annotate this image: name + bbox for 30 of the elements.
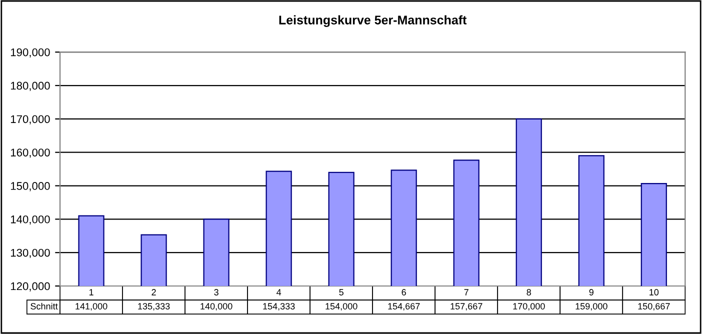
data-label: 154,000 — [326, 303, 358, 311]
y-tick-label: 150,000 — [10, 182, 50, 192]
data-label: 140,000 — [200, 303, 232, 311]
x-tick-label: 1 — [89, 289, 94, 296]
data-label: 154,667 — [388, 303, 420, 311]
y-tick-label: 120,000 — [10, 282, 50, 292]
data-label: 135,333 — [138, 303, 170, 311]
y-tick-label: 180,000 — [10, 82, 50, 91]
x-tick-label: 10 — [650, 289, 659, 296]
x-tick-label: 9 — [589, 289, 594, 296]
x-tick-label: 2 — [152, 289, 156, 296]
x-tick-label: 3 — [214, 289, 218, 296]
x-tick-label: 6 — [402, 289, 406, 296]
y-tick-label: 170,000 — [10, 115, 50, 124]
x-tick-label: 7 — [464, 289, 468, 296]
data-label: 157,667 — [450, 303, 482, 311]
y-tick-label: 190,000 — [10, 48, 50, 58]
y-tick-label: 160,000 — [10, 148, 50, 158]
data-label: 154,333 — [263, 303, 295, 311]
text: Schnitt — [30, 302, 58, 310]
x-tick-label: 4 — [276, 289, 282, 296]
data-label: 159,000 — [576, 303, 608, 311]
x-tick-label: 8 — [526, 289, 531, 296]
chart-title: Leistungskurve 5er-Mannschaft — [279, 15, 467, 27]
x-tick-label: 5 — [339, 289, 344, 296]
data-label: 150,667 — [638, 303, 670, 311]
data-label: 170,000 — [513, 303, 545, 311]
y-tick-label: 130,000 — [10, 248, 50, 258]
y-tick-label: 140,000 — [10, 215, 50, 225]
data-label: 141,000 — [76, 303, 108, 311]
